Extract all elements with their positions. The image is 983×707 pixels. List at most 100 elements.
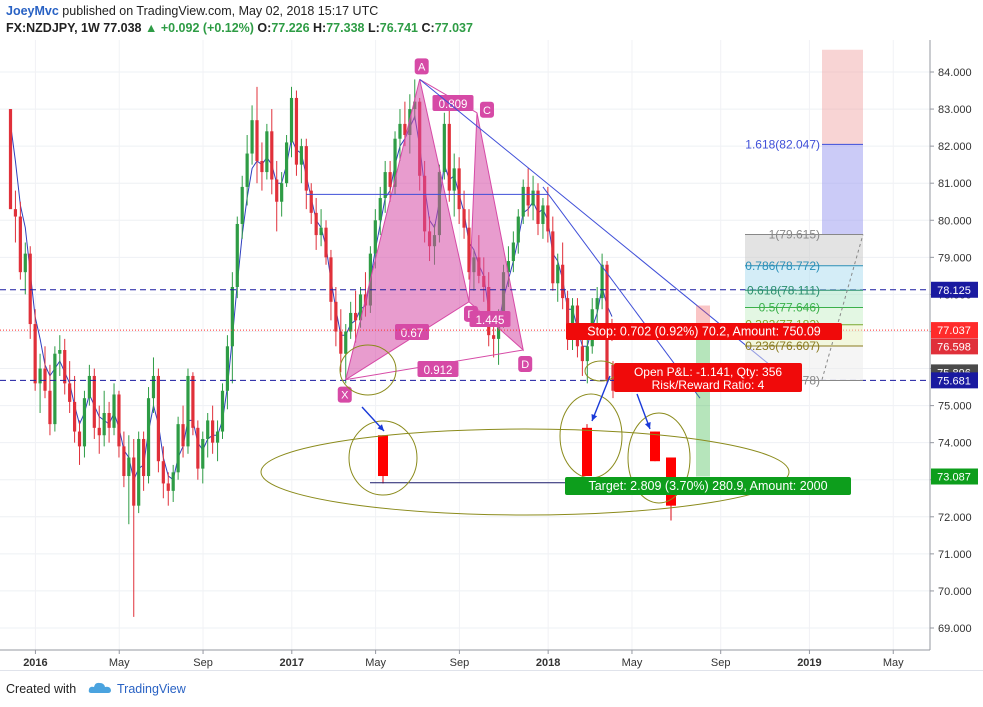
candle xyxy=(585,331,589,384)
pattern-point-badge xyxy=(479,101,494,118)
stop-label-box xyxy=(566,323,842,340)
candle-body xyxy=(358,294,363,321)
candle-body xyxy=(329,257,333,302)
candle xyxy=(462,190,466,239)
candle xyxy=(324,220,328,265)
x-tick-label: Sep xyxy=(450,657,470,669)
price-tag-label: 76.598 xyxy=(937,341,971,353)
candle xyxy=(541,198,545,239)
high-label: H: xyxy=(313,21,327,35)
y-tick-label: 70.000 xyxy=(938,586,972,598)
y-tick-label: 83.000 xyxy=(938,104,972,116)
price-tag-label: 77.037 xyxy=(937,325,971,337)
candle xyxy=(181,405,185,458)
candle xyxy=(68,361,72,414)
candle xyxy=(299,138,303,184)
candle xyxy=(354,290,358,343)
x-tick-label: May xyxy=(622,657,643,669)
target-label-box xyxy=(565,477,851,495)
candle xyxy=(260,142,264,191)
candle-body xyxy=(43,368,47,391)
candle-body xyxy=(58,350,62,354)
candle xyxy=(314,198,318,250)
y-tick-label: 79.000 xyxy=(938,252,972,264)
candle-body xyxy=(294,97,299,165)
candle xyxy=(107,401,111,443)
pattern-point-badge xyxy=(337,386,352,403)
candle xyxy=(280,172,284,217)
candle xyxy=(166,472,170,506)
candle-body xyxy=(526,186,530,206)
pattern-ratio-label: 0.912 xyxy=(424,365,453,377)
tradingview-brand-link[interactable]: TradingView xyxy=(117,682,186,696)
footer: Created with TradingView xyxy=(0,670,983,707)
candle xyxy=(186,368,190,454)
high-value: 77.338 xyxy=(326,21,365,35)
candle xyxy=(442,112,446,180)
candle-body xyxy=(127,457,131,477)
candle xyxy=(146,387,151,484)
candle xyxy=(565,290,570,350)
candle xyxy=(206,413,210,458)
candle-body xyxy=(82,398,87,447)
candle xyxy=(220,383,225,439)
candle-body xyxy=(265,131,269,173)
x-tick-label: Sep xyxy=(711,657,731,669)
candle-body xyxy=(324,227,328,258)
pattern-ratio-badge xyxy=(469,311,511,327)
publish-info: published on TradingView.com, May 02, 20… xyxy=(62,4,379,18)
price-chart[interactable]: 69.00070.00071.00072.00073.00074.00075.0… xyxy=(0,40,983,670)
candle xyxy=(388,160,392,202)
highlight-ellipse xyxy=(348,420,418,496)
pattern-point-label: X xyxy=(341,390,349,402)
price-tag xyxy=(931,281,978,298)
candle xyxy=(132,438,136,617)
trendline-lower xyxy=(542,186,701,399)
candle xyxy=(516,209,520,254)
candle-body xyxy=(97,427,101,436)
pattern-ratio-badge xyxy=(417,361,459,377)
fib-band xyxy=(822,49,863,145)
candle-body xyxy=(580,346,584,362)
candle xyxy=(319,209,323,247)
candle-body xyxy=(48,390,52,425)
candle-body xyxy=(354,312,358,321)
y-tick-label: 71.000 xyxy=(938,549,972,561)
highlight-ellipse xyxy=(339,344,397,396)
candle xyxy=(378,186,382,236)
candle xyxy=(605,261,609,328)
candle xyxy=(211,405,215,454)
candle-body xyxy=(511,242,515,262)
candle xyxy=(235,216,239,299)
price-tag-label: 75.681 xyxy=(937,375,971,387)
candle-body xyxy=(275,179,279,202)
candle xyxy=(595,286,599,325)
low-value: 76.741 xyxy=(379,21,418,35)
fib-level-label: 0.236(76.607) xyxy=(745,339,820,353)
pattern-ratio-label: 0.67 xyxy=(401,328,423,340)
fib-level-label: 0.5(77.646) xyxy=(759,301,820,315)
candle-body xyxy=(314,212,318,236)
x-tick-label: May xyxy=(365,657,386,669)
candle-body xyxy=(393,138,397,187)
candle xyxy=(600,253,604,310)
candle xyxy=(526,168,530,217)
price-tag xyxy=(931,322,978,339)
candle-body xyxy=(146,398,151,477)
author-link[interactable]: JoeyMvc xyxy=(6,4,59,18)
candle xyxy=(284,135,289,187)
chart-header: JoeyMvc published on TradingView.com, Ma… xyxy=(0,0,983,40)
candle xyxy=(151,357,156,414)
candle xyxy=(137,431,141,514)
candle-body xyxy=(63,350,67,384)
candle-body xyxy=(181,424,185,447)
ohlc-line: FX:NZDJPY, 1W 77.038 ▲ +0.092 (+0.12%) O… xyxy=(6,21,473,35)
y-tick-label: 75.000 xyxy=(938,401,972,413)
candle-body xyxy=(255,120,259,161)
pattern-ratio-label: 0.809 xyxy=(439,99,468,111)
candle xyxy=(511,231,515,273)
candle-body xyxy=(156,375,160,462)
candle-body xyxy=(398,123,402,139)
candle xyxy=(329,249,333,321)
candle xyxy=(161,446,165,499)
